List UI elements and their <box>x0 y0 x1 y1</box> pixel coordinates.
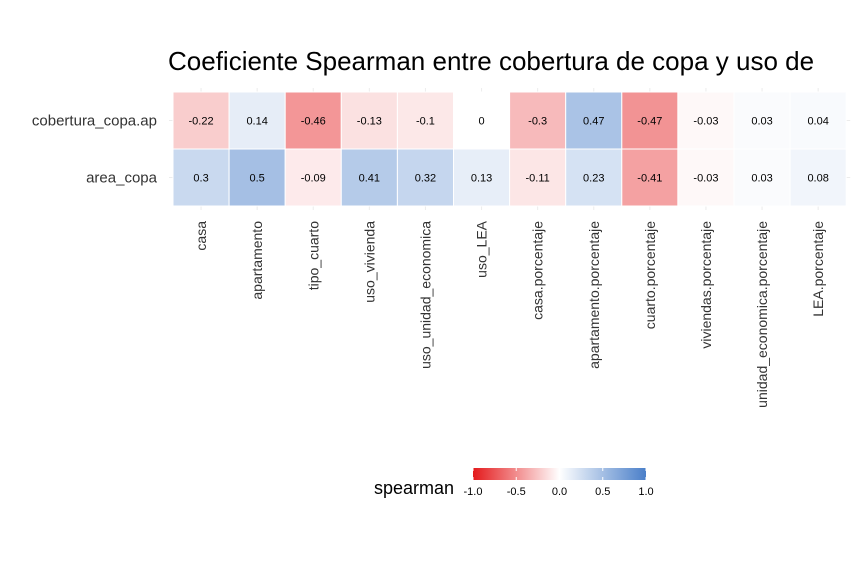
heatmap-cell <box>453 91 511 150</box>
x-tick-label: uso_LEA <box>474 220 490 277</box>
x-tick-label: LEA.porcentaje <box>810 221 826 317</box>
y-tick-label: area_copa <box>86 170 158 187</box>
heatmap-cell <box>677 148 735 207</box>
legend-tick-label: 0.5 <box>595 486 610 498</box>
legend-title: spearman <box>374 478 454 498</box>
heatmap-cell <box>565 91 623 150</box>
cell-value-label: -0.1 <box>416 116 435 128</box>
heatmap-cell <box>621 148 679 207</box>
cell-value-label: -0.03 <box>693 173 718 185</box>
x-tick-label: uso_unidad_economica <box>417 221 433 369</box>
cell-value-label: -0.3 <box>528 116 547 128</box>
cell-value-label: 0.03 <box>751 116 772 128</box>
cell-value-label: 0.13 <box>471 173 492 185</box>
cell-value-label: 0.47 <box>583 116 604 128</box>
heatmap-cell <box>396 148 454 207</box>
cell-value-label: 0.14 <box>246 116 267 128</box>
cell-value-label: -0.13 <box>357 116 382 128</box>
legend-tick-label: -0.5 <box>507 486 526 498</box>
heatmap-cell <box>733 148 791 207</box>
heatmap-cells <box>172 91 847 207</box>
x-tick-label: casa <box>193 221 209 251</box>
heatmap-cell <box>677 91 735 150</box>
y-tick-label: cobertura_copa.ap <box>32 113 157 130</box>
heatmap-cell <box>284 91 342 150</box>
cell-value-label: -0.47 <box>637 116 662 128</box>
x-tick-label: apartamento <box>249 221 265 300</box>
cell-value-label: 0.04 <box>807 116 828 128</box>
heatmap-cell <box>284 148 342 207</box>
cell-value-label: 0.32 <box>415 173 436 185</box>
legend-tick-label: 0.0 <box>552 486 567 498</box>
color-legend: spearman -1.0 -0.5 0.0 0.5 1.0 <box>374 468 654 498</box>
legend-ticks: -1.0 -0.5 0.0 0.5 1.0 <box>464 468 654 498</box>
y-axis-tick-labels: cobertura_copa.ap area_copa <box>32 113 158 187</box>
heatmap-cell <box>509 91 567 150</box>
cell-value-label: -0.03 <box>693 116 718 128</box>
heatmap-cell <box>733 91 791 150</box>
cell-value-label: 0.41 <box>359 173 380 185</box>
legend-tick-label: -1.0 <box>464 486 483 498</box>
cell-value-label: 0.23 <box>583 173 604 185</box>
cell-value-label: -0.22 <box>189 116 214 128</box>
heatmap-cell <box>453 148 511 207</box>
cell-value-label: -0.46 <box>301 116 326 128</box>
cell-value-label: -0.09 <box>301 173 326 185</box>
x-tick-label: tipo_cuarto <box>305 221 321 290</box>
cell-value-label: -0.41 <box>637 173 662 185</box>
x-tick-label: uso_vivienda <box>361 221 377 303</box>
heatmap-cell <box>565 148 623 207</box>
heatmap-cell <box>340 148 398 207</box>
heatmap-cell <box>789 91 847 150</box>
x-axis-tick-labels: casa apartamento tipo_cuarto uso_vivienda us… <box>193 220 826 407</box>
x-tick-label: cuarto.porcentaje <box>642 221 658 329</box>
cell-value-label: 0.3 <box>193 173 208 185</box>
heatmap-cell <box>172 148 230 207</box>
x-tick-label: casa.porcentaje <box>530 221 546 320</box>
legend-tick-label: 1.0 <box>638 486 653 498</box>
x-tick-label: apartamento.porcentaje <box>586 221 602 369</box>
heatmap-cell <box>789 148 847 207</box>
cell-value-label: 0 <box>478 116 484 128</box>
heatmap-cell <box>228 148 286 207</box>
x-tick-label: viviendas.porcentaje <box>698 221 714 349</box>
cell-value-label: -0.11 <box>526 173 550 185</box>
cell-value-label: 0.03 <box>751 173 772 185</box>
cell-value-labels: -0.22 0.14 -0.46 -0.13 -0.1 0 -0.3 0.47 -0.47 -0.… <box>189 116 829 185</box>
cell-value-label: 0.08 <box>807 173 828 185</box>
x-tick-label: unidad_economica.porcentaje <box>754 221 770 408</box>
chart-title: Coeficiente Spearman entre cobertura de … <box>168 46 814 76</box>
cell-value-label: 0.5 <box>250 173 265 185</box>
